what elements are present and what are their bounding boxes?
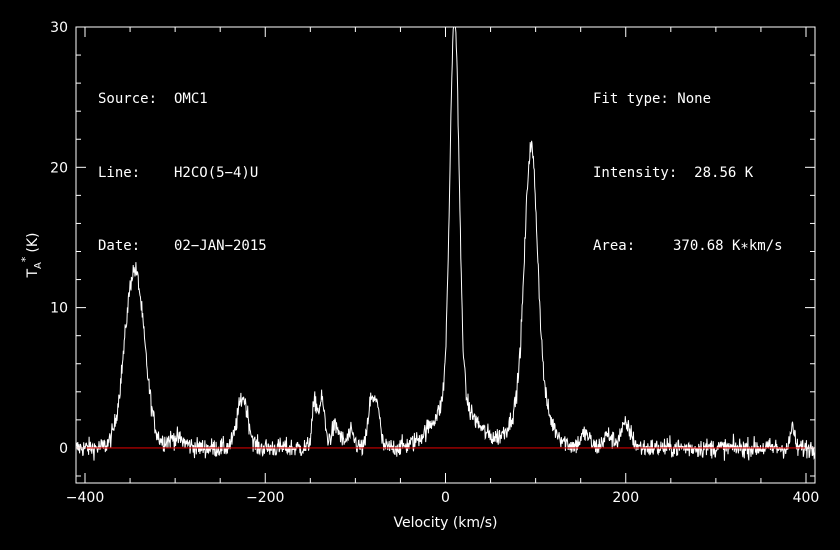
x-tick-label: 400 (793, 490, 820, 506)
date-row: Date: 02−JAN−2015 (98, 234, 267, 259)
x-tick-label: 0 (441, 490, 450, 506)
date-value: 02−JAN−2015 (174, 238, 267, 254)
y-axis-label-sup: * (19, 256, 32, 262)
intensity-row: Intensity: 28.56 K (593, 161, 783, 186)
line-value: H2CO(5−4)U (174, 164, 259, 181)
ticks-layer: −400 −200 0 200 400 0 10 20 30 (50, 20, 819, 506)
x-tick-label: −400 (66, 490, 104, 506)
fit-row: Fit type: None (593, 87, 783, 112)
source-value: OMC1 (174, 91, 208, 107)
info-panel-left: Source: OMC1 Line: H2CO(5−4)U Date: 02−JAN−… (98, 38, 267, 283)
info-panel-right: Fit type: None Intensity: 28.56 K Area: 3… (593, 38, 783, 283)
fit-value: None (677, 91, 712, 107)
x-tick-label: 200 (612, 490, 639, 506)
x-tick-label: −200 (246, 490, 284, 506)
y-axis-label-unit: (K) (25, 232, 41, 252)
line-row: Line: H2CO(5−4)U (98, 161, 267, 186)
area-label: Area: (593, 238, 636, 254)
x-axis-label: Velocity (km/s) (393, 515, 497, 531)
line-label: Line: (98, 164, 141, 181)
y-tick-label: 20 (50, 160, 68, 176)
y-tick-label: 10 (50, 301, 68, 317)
area-value: 370.68 K∗km/s (673, 238, 783, 254)
intensity-label: Intensity: (593, 164, 678, 181)
y-tick-label: 30 (50, 20, 68, 36)
source-label: Source: (98, 91, 158, 107)
source-row: Source: OMC1 (98, 87, 267, 112)
area-row: Area: 370.68 K∗km/s (593, 234, 783, 259)
y-tick-label: 0 (59, 441, 68, 457)
intensity-value: 28.56 K (694, 164, 754, 181)
fit-label: Fit type: (593, 91, 669, 107)
y-axis-label-sub: A (33, 262, 44, 269)
y-axis-label: TA* (K) (19, 232, 44, 278)
y-axis-label-main: T (25, 269, 41, 279)
date-label: Date: (98, 238, 141, 254)
